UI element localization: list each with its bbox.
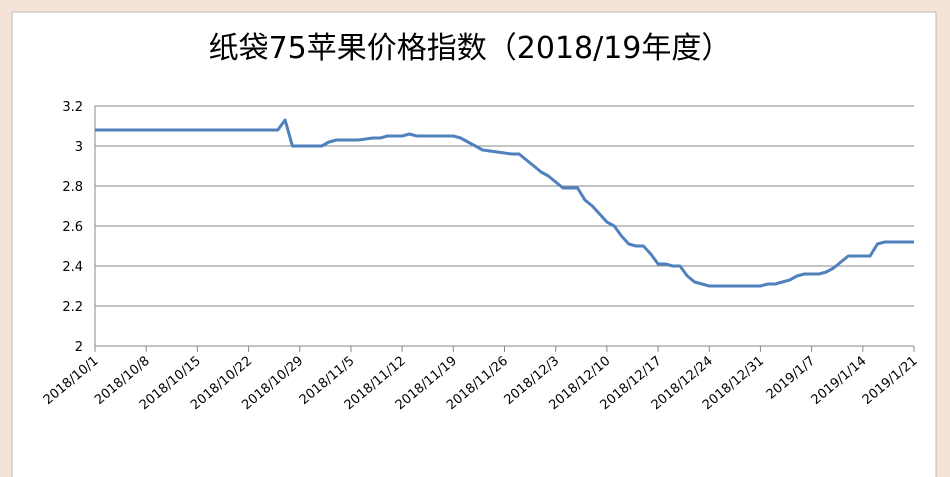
y-tick-label: 2.8 [62, 180, 83, 195]
chart-area [11, 11, 937, 477]
data-line [95, 118, 914, 288]
chart-title: 纸袋75苹果价格指数（2018/19年度） [209, 31, 732, 66]
y-tick-label: 2.4 [62, 260, 83, 275]
y-tick-label: 2.6 [62, 220, 83, 235]
y-tick-label: 3 [75, 140, 83, 155]
y-tick-label: 2.2 [62, 300, 83, 315]
y-tick-label: 3.2 [62, 100, 83, 115]
y-tick-label: 2 [75, 340, 83, 355]
